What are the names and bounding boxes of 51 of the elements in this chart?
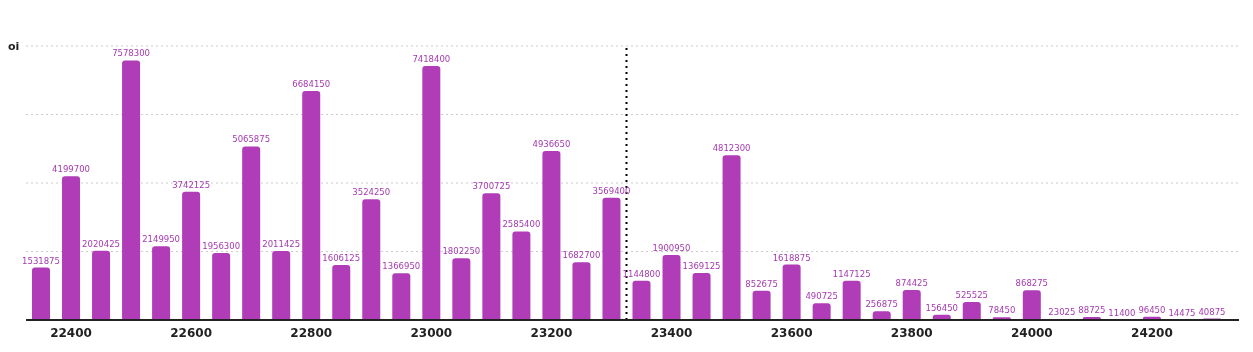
data-label: 1618875 xyxy=(772,252,811,263)
x-tick-label: 24000 xyxy=(1010,325,1053,340)
data-label: 6684150 xyxy=(292,79,331,90)
data-label: 3569400 xyxy=(592,185,631,196)
data-label: 1366950 xyxy=(382,261,421,272)
x-tick-label: 23400 xyxy=(650,325,693,340)
data-label: 2585400 xyxy=(502,219,541,230)
data-label: 1606125 xyxy=(322,252,361,263)
data-label: 40875 xyxy=(1198,306,1226,317)
x-tick-label: 23000 xyxy=(410,325,453,340)
data-label: 78450 xyxy=(988,305,1016,316)
data-label: 14475 xyxy=(1168,307,1196,318)
data-label: 88725 xyxy=(1078,304,1106,315)
data-label: 1147125 xyxy=(832,268,871,279)
data-label: 2011425 xyxy=(262,239,301,250)
data-label: 525525 xyxy=(955,290,988,300)
data-label: 4812300 xyxy=(712,143,751,154)
data-label: 96450 xyxy=(1138,304,1166,315)
data-label: 874425 xyxy=(895,278,928,289)
data-label: 1956300 xyxy=(202,241,241,251)
data-label: 5065875 xyxy=(232,134,271,145)
data-label: 852675 xyxy=(745,278,778,289)
data-label: 4199700 xyxy=(52,164,90,175)
y-axis-title: oi xyxy=(8,40,20,53)
x-tick-label: 22800 xyxy=(290,325,333,340)
data-label: 7578300 xyxy=(112,48,150,59)
data-label: 256875 xyxy=(865,299,898,310)
data-label: 3700725 xyxy=(472,181,511,192)
data-label: 23025 xyxy=(1048,307,1076,318)
data-label: 4936650 xyxy=(532,138,571,149)
data-label: 2020425 xyxy=(82,238,120,249)
data-label: 3524250 xyxy=(352,187,391,198)
data-label: 11400 xyxy=(1108,307,1136,318)
data-label: 156450 xyxy=(925,302,958,313)
data-label: 3742125 xyxy=(172,179,211,190)
data-label: 2149950 xyxy=(142,234,181,245)
data-label: 490725 xyxy=(805,291,838,302)
data-label: 1369125 xyxy=(682,261,721,272)
data-label: 1682700 xyxy=(562,250,601,261)
x-tick-label: 22400 xyxy=(50,325,92,340)
data-label: 868275 xyxy=(1015,278,1049,289)
data-label: 1802250 xyxy=(442,246,481,257)
x-tick-label: 24200 xyxy=(1131,325,1173,340)
data-label: 1900950 xyxy=(652,242,691,253)
data-label: 1144800 xyxy=(622,268,661,279)
x-tick-label: 23600 xyxy=(770,325,813,340)
x-tick-label: 22600 xyxy=(170,325,213,340)
data-label: 7418400 xyxy=(412,53,451,64)
x-tick-label: 23200 xyxy=(530,325,573,340)
data-label: 1531875 xyxy=(22,255,60,266)
x-tick-label: 23800 xyxy=(890,325,933,340)
